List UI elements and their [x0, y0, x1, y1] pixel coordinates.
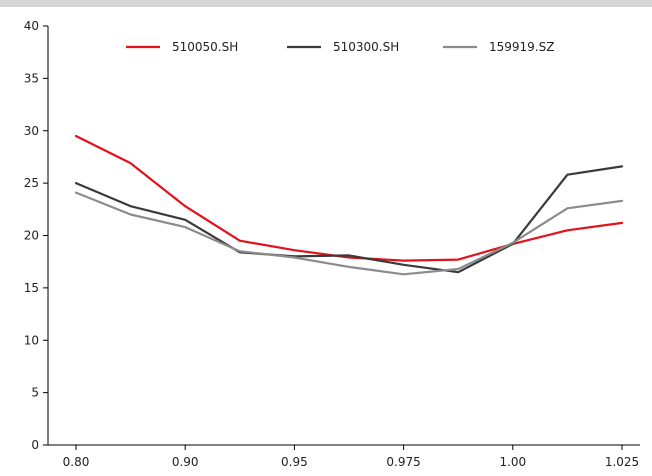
y-tick-label: 35 [24, 71, 39, 85]
y-tick-label: 20 [24, 229, 39, 243]
series-line-510300.SH [74, 165, 624, 274]
y-tick-label: 0 [31, 438, 39, 452]
y-tick-label: 25 [24, 176, 39, 190]
y-tick-label: 10 [24, 333, 39, 347]
x-tick-label: 1.025 [605, 455, 639, 469]
x-tick-label: 0.90 [172, 455, 199, 469]
series-line-510050.SH [74, 134, 624, 262]
series-line-159919.SZ [74, 191, 624, 276]
y-tick-label: 5 [31, 386, 39, 400]
y-tick-label: 15 [24, 281, 39, 295]
x-tick-label: 0.95 [281, 455, 308, 469]
y-axis-ticks: 0 5 10 15 20 25 30 35 40 [24, 19, 48, 452]
x-tick-label: 0.80 [63, 455, 90, 469]
legend-label: 510050.SH [172, 40, 238, 54]
x-tick-label: 1.00 [499, 455, 526, 469]
legend-label: 159919.SZ [489, 40, 554, 54]
y-tick-label: 30 [24, 124, 39, 138]
top-border [0, 0, 652, 7]
axes [47, 26, 640, 446]
series-lines [74, 134, 624, 276]
legend-label: 510300.SH [333, 40, 399, 54]
x-tick-label: 0.975 [386, 455, 420, 469]
x-axis-ticks: 0.80 0.90 0.95 0.975 1.00 1.025 [63, 445, 639, 469]
legend: 510050.SH 510300.SH 159919.SZ [126, 40, 554, 54]
y-tick-label: 40 [24, 19, 39, 33]
